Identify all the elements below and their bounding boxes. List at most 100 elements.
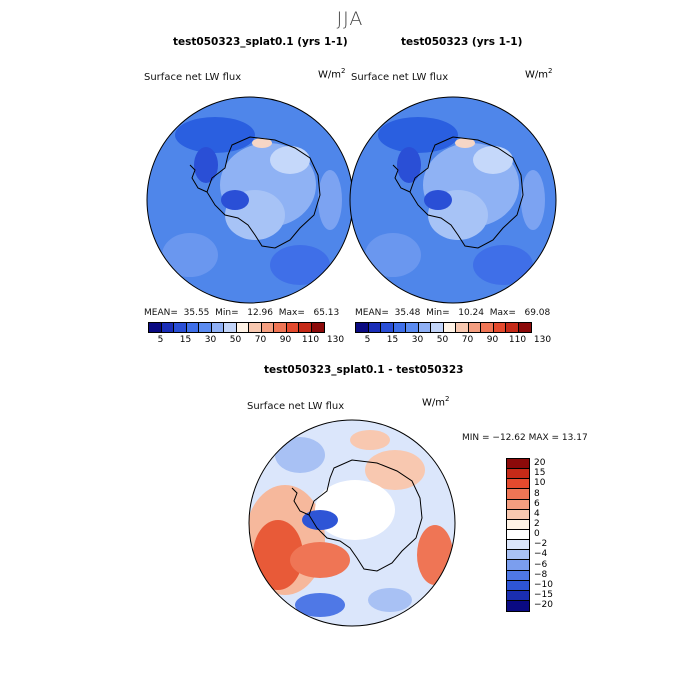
left-panel-title: test050323_splat0.1 (yrs 1-1): [173, 36, 348, 48]
right-panel-title: test050323 (yrs 1-1): [401, 36, 523, 48]
colorbar-swatch: [431, 323, 444, 332]
colorbar-tick-label: 50: [229, 335, 242, 345]
colorbar-swatch: [186, 323, 199, 332]
right-colorbar: [355, 322, 532, 333]
colorbar-tick-label: 70: [461, 335, 474, 345]
colorbar-swatch: [507, 469, 529, 480]
colorbar-tick-label: 8: [534, 488, 540, 499]
colorbar-swatch: [507, 600, 529, 612]
left-coastline: [206, 136, 321, 249]
colorbar-tick-label: −2: [534, 539, 548, 550]
right-units-label: W/m2: [525, 67, 553, 81]
left-map-field: [147, 97, 353, 303]
diff-map-border: [248, 419, 456, 627]
colorbar-swatch: [507, 489, 529, 500]
colorbar-tick-label: 110: [301, 335, 320, 345]
colorbar-swatch: [468, 323, 481, 332]
colorbar-tick-label: 6: [534, 498, 540, 509]
colorbar-tick-label: 15: [386, 335, 399, 345]
colorbar-swatch: [507, 529, 529, 541]
colorbar-swatch: [507, 550, 529, 561]
colorbar-swatch: [507, 519, 529, 530]
left-units-label: W/m2: [318, 67, 346, 81]
right-variable-label: Surface net LW flux: [351, 72, 449, 83]
diff-colorbar-ticks: 20 15 10 8 6 4 2 0 −2 −4 −6 −8 −10 −15 −20: [534, 458, 574, 622]
colorbar-tick-label: −8: [534, 569, 548, 580]
colorbar-tick-label: −6: [534, 559, 548, 570]
colorbar-swatch: [443, 323, 456, 332]
colorbar-tick-label: −20: [534, 600, 553, 611]
colorbar-swatch: [311, 323, 324, 332]
colorbar-swatch: [507, 459, 529, 470]
colorbar-tick-label: 30: [204, 335, 217, 345]
diff-units-label: W/m2: [422, 395, 450, 409]
colorbar-tick-label: 4: [534, 508, 540, 519]
colorbar-swatch: [507, 540, 529, 551]
colorbar-tick-label: 70: [254, 335, 267, 345]
colorbar-swatch: [211, 323, 224, 332]
colorbar-swatch: [507, 570, 529, 581]
diff-map-field: [249, 420, 455, 626]
colorbar-swatch: [406, 323, 419, 332]
colorbar-tick-label: −15: [534, 590, 553, 601]
diff-colorbar: [506, 458, 530, 613]
diff-variable-label: Surface net LW flux: [247, 401, 345, 412]
colorbar-tick-label: 130: [533, 335, 552, 345]
diff-panel-title: test050323_splat0.1 - test050323: [264, 364, 464, 376]
diff-coastline: [308, 459, 423, 572]
colorbar-swatch: [507, 560, 529, 571]
colorbar-tick-label: −4: [534, 549, 548, 560]
colorbar-swatch: [274, 323, 287, 332]
left-stats: MEAN= 35.55 Min= 12.96 Max= 65.13: [144, 308, 340, 318]
colorbar-swatch: [236, 323, 249, 332]
right-stats: MEAN= 35.48 Min= 10.24 Max= 69.08: [355, 308, 551, 318]
colorbar-tick-label: 20: [534, 458, 546, 469]
colorbar-swatch: [299, 323, 312, 332]
colorbar-swatch: [456, 323, 469, 332]
colorbar-tick-label: 5: [157, 335, 164, 345]
colorbar-tick-label: 10: [534, 478, 546, 489]
colorbar-swatch: [249, 323, 262, 332]
colorbar-tick-label: 90: [486, 335, 499, 345]
colorbar-swatch: [286, 323, 299, 332]
colorbar-tick-label: 15: [179, 335, 192, 345]
colorbar-tick-label: 5: [364, 335, 371, 345]
colorbar-swatch: [393, 323, 406, 332]
colorbar-swatch: [149, 323, 162, 332]
colorbar-tick-label: 2: [534, 518, 540, 529]
colorbar-swatch: [368, 323, 381, 332]
colorbar-tick-label: 0: [534, 529, 540, 540]
colorbar-swatch: [261, 323, 274, 332]
colorbar-swatch: [493, 323, 506, 332]
colorbar-swatch: [174, 323, 187, 332]
diff-range-text: MIN = −12.62 MAX = 13.17: [462, 433, 588, 443]
right-colorbar-ticks: 5 15 30 50 70 90 110 130: [355, 335, 551, 347]
right-coastline: [409, 136, 524, 249]
colorbar-swatch: [507, 580, 529, 591]
colorbar-swatch: [224, 323, 237, 332]
colorbar-tick-label: 15: [534, 468, 546, 479]
season-title: JJA: [336, 8, 364, 30]
colorbar-swatch: [161, 323, 174, 332]
left-variable-label: Surface net LW flux: [144, 72, 242, 83]
colorbar-tick-label: 110: [508, 335, 527, 345]
colorbar-swatch: [506, 323, 519, 332]
colorbar-swatch: [507, 590, 529, 601]
colorbar-swatch: [381, 323, 394, 332]
colorbar-swatch: [356, 323, 369, 332]
colorbar-swatch: [481, 323, 494, 332]
right-map-field: [350, 97, 556, 303]
colorbar-swatch: [518, 323, 531, 332]
colorbar-swatch: [507, 479, 529, 490]
colorbar-swatch: [199, 323, 212, 332]
left-colorbar-ticks: 5 15 30 50 70 90 110 130: [148, 335, 344, 347]
colorbar-tick-label: 30: [411, 335, 424, 345]
right-map-border: [349, 96, 557, 304]
colorbar-tick-label: −10: [534, 579, 553, 590]
colorbar-swatch: [507, 499, 529, 510]
colorbar-tick-label: 130: [326, 335, 345, 345]
colorbar-tick-label: 90: [279, 335, 292, 345]
colorbar-tick-label: 50: [436, 335, 449, 345]
left-colorbar: [148, 322, 325, 333]
